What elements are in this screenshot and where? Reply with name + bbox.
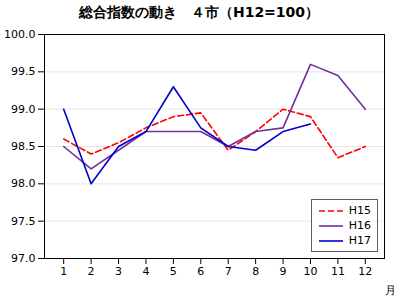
svg-text:3: 3 xyxy=(115,265,122,278)
svg-text:8: 8 xyxy=(252,265,259,278)
svg-text:7: 7 xyxy=(225,265,232,278)
svg-text:98.5: 98.5 xyxy=(11,140,36,153)
html-text:H16: H16 xyxy=(348,219,371,232)
html-text:H17: H17 xyxy=(348,234,371,247)
svg-text:99.0: 99.0 xyxy=(11,103,36,116)
svg-text:月: 月 xyxy=(385,284,396,297)
svg-text:98.0: 98.0 xyxy=(11,177,36,190)
svg-text:12: 12 xyxy=(358,265,372,278)
svg-text:2: 2 xyxy=(88,265,95,278)
svg-text:5: 5 xyxy=(170,265,177,278)
svg-text:97.5: 97.5 xyxy=(11,215,36,228)
svg-text:11: 11 xyxy=(331,265,345,278)
html-text:総合指数の動き ４市（H12=100）: 総合指数の動き ４市（H12=100） xyxy=(78,4,320,20)
svg-text:6: 6 xyxy=(197,265,204,278)
svg-text:10: 10 xyxy=(303,265,317,278)
svg-text:9: 9 xyxy=(280,265,287,278)
svg-text:100.0: 100.0 xyxy=(4,28,36,41)
svg-text:4: 4 xyxy=(142,265,149,278)
html-text:H15: H15 xyxy=(348,204,371,217)
svg-text:1: 1 xyxy=(60,265,67,278)
svg-text:97.0: 97.0 xyxy=(11,252,36,265)
svg-text:99.5: 99.5 xyxy=(11,65,36,78)
